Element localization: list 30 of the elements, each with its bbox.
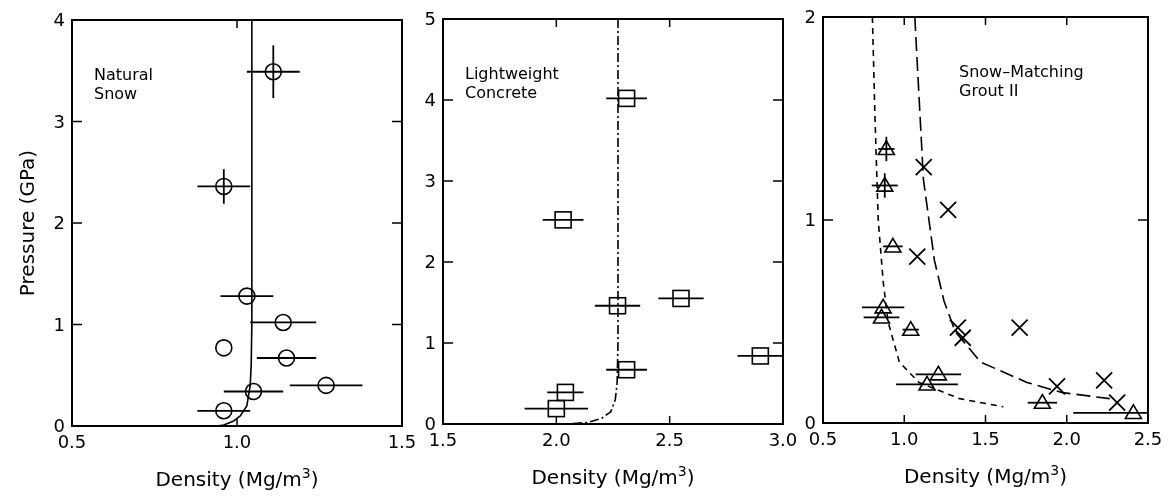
x-tick-label: 1.5	[387, 431, 417, 452]
x-tick-label: 1.5	[971, 428, 1000, 449]
x-tick-label: 1.5	[428, 429, 458, 450]
y-tick-label: 1	[53, 313, 65, 335]
y-axis-title: Pressure (GPa)	[15, 149, 39, 297]
x-tick-label: 0.5	[808, 428, 838, 449]
x-axis-title: Density (Mg/m$^{3}$)	[155, 465, 319, 491]
annotation: Lightweight Concrete	[465, 64, 559, 103]
y-tick-label: 1	[424, 332, 436, 354]
x-tick-label: 0.5	[57, 431, 87, 452]
annotation: Snow–Matching Grout II	[959, 62, 1084, 101]
y-tick-label: 1	[804, 209, 816, 231]
x-tick-label: 2.0	[542, 429, 571, 450]
y-tick-label: 2	[53, 212, 65, 234]
x-tick-label: 2.5	[655, 429, 684, 450]
x-tick-label: 3.0	[768, 429, 798, 450]
y-tick-label: 2	[424, 251, 436, 273]
x-tick-label: 1.0	[222, 431, 252, 452]
x-tick-label: 2.5	[1133, 428, 1163, 449]
annotation: Natural Snow	[94, 65, 154, 104]
y-tick-label: 3	[424, 170, 436, 192]
x-axis-title: Density (Mg/m$^{3}$)	[903, 462, 1068, 488]
y-tick-label: 4	[424, 89, 436, 111]
y-tick-label: 4	[53, 9, 65, 31]
x-tick-label: 2.0	[1052, 428, 1082, 449]
y-tick-label: 2	[804, 6, 816, 28]
y-tick-label: 5	[424, 8, 436, 30]
y-tick-label: 3	[53, 110, 65, 132]
x-tick-label: 1.0	[889, 428, 919, 449]
x-axis-title: Density (Mg/m$^{3}$)	[531, 463, 695, 489]
